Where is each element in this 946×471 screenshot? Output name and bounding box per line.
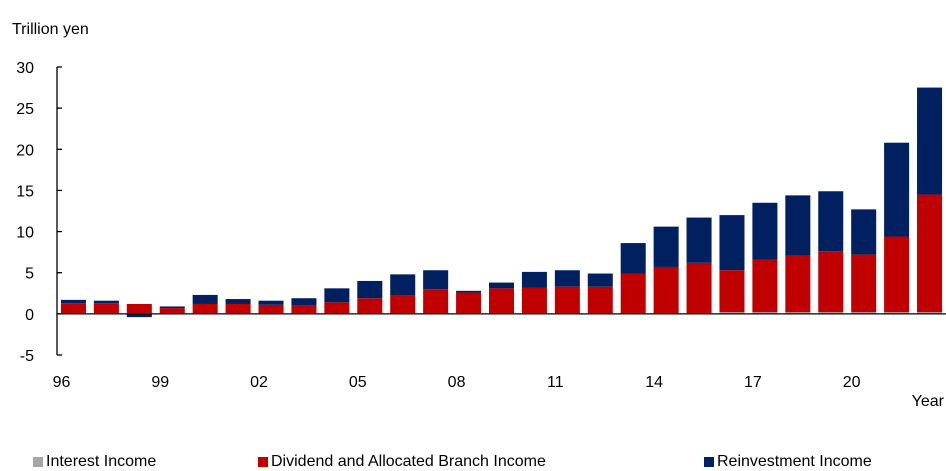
bar-interest-income-21 [884,312,910,314]
bar-dividend-and-allocated-branch-income-19 [818,251,844,313]
x-tick-label: 99 [151,374,169,391]
bar-dividend-and-allocated-branch-income-00 [192,303,218,314]
bar-dividend-and-allocated-branch-income-98 [126,303,152,314]
bar-reinvestment-income-99 [159,306,185,309]
bar-reinvestment-income-05 [357,280,383,299]
bar-interest-income-17 [752,312,778,314]
y-tick-label: 15 [16,183,34,200]
bar-dividend-and-allocated-branch-income-14 [653,266,679,314]
bar-dividend-and-allocated-branch-income-16 [719,270,745,313]
bar-dividend-and-allocated-branch-income-04 [324,302,350,314]
bar-dividend-and-allocated-branch-income-08 [456,292,482,314]
bar-dividend-and-allocated-branch-income-21 [884,236,910,313]
bar-reinvestment-income-16 [719,215,745,271]
legend-item-reinvestment-income: Reinvestment Income [704,452,872,471]
bar-dividend-and-allocated-branch-income-99 [159,308,185,314]
y-tick-label: 20 [16,142,34,159]
bar-reinvestment-income-22 [917,87,943,195]
x-tick-label: 14 [645,374,663,391]
x-tick-label: 17 [744,374,762,391]
x-tick-label: 08 [448,374,466,391]
x-tick-label: 96 [53,374,71,391]
legend-item-dividend-income: Dividend and Allocated Branch Income [258,452,546,471]
bar-reinvestment-income-01 [225,299,251,304]
legend-swatch-dividend-income [258,456,268,467]
bar-reinvestment-income-96 [60,299,86,304]
bar-dividend-and-allocated-branch-income-09 [488,288,515,314]
legend-item-interest-income: Interest Income [33,452,156,471]
bar-dividend-and-allocated-branch-income-13 [620,273,646,314]
bar-dividend-and-allocated-branch-income-17 [752,259,778,313]
bar-reinvestment-income-07 [423,270,449,290]
x-tick-label: 05 [349,374,367,391]
bar-reinvestment-income-97 [93,300,119,304]
bar-reinvestment-income-18 [785,195,811,256]
bar-reinvestment-income-12 [587,273,613,287]
bar-reinvestment-income-06 [390,274,416,296]
x-axis-title: Year [912,393,945,410]
legend: Interest Income Dividend and Allocated B… [0,452,946,471]
x-axis: 96 99 02 05 08 11 14 17 20 [53,313,946,391]
bar-dividend-and-allocated-branch-income-11 [554,286,580,314]
bar-reinvestment-income-17 [752,202,778,260]
bar-reinvestment-income-11 [554,270,580,287]
bar-dividend-and-allocated-branch-income-06 [390,295,416,314]
bar-interest-income-20 [851,312,877,314]
bar-reinvestment-income-98 [126,313,152,318]
bar-reinvestment-income-02 [258,300,284,305]
bar-dividend-and-allocated-branch-income-97 [93,303,119,314]
bar-reinvestment-income-08 [456,290,482,293]
bar-interest-income-19 [818,312,844,314]
legend-label: Dividend and Allocated Branch Income [271,453,546,470]
legend-swatch-interest-income [33,456,43,467]
y-axis: -5 0 5 10 15 20 25 30 [16,60,62,365]
bar-dividend-and-allocated-branch-income-12 [587,286,613,314]
bar-reinvestment-income-13 [620,243,646,274]
bar-reinvestment-income-10 [521,271,547,288]
bar-reinvestment-income-14 [653,226,679,267]
bar-dividend-and-allocated-branch-income-02 [258,304,284,314]
bar-interest-income-18 [785,312,811,314]
x-tick-label: 02 [250,374,268,391]
bar-reinvestment-income-21 [884,142,910,237]
bar-reinvestment-income-15 [686,217,712,263]
y-tick-label: 0 [25,307,34,324]
y-tick-label: 5 [25,266,34,283]
bar-interest-income-16 [719,312,745,314]
bar-dividend-and-allocated-branch-income-07 [423,289,449,314]
bar-dividend-and-allocated-branch-income-03 [291,305,317,314]
x-tick-label: 20 [843,374,861,391]
y-tick-label: 25 [16,101,34,118]
x-tick-label: 11 [547,374,564,391]
bar-interest-income-22 [917,312,943,314]
bar-dividend-and-allocated-branch-income-96 [60,303,86,314]
bar-dividend-and-allocated-branch-income-20 [851,254,877,313]
bar-reinvestment-income-20 [851,209,877,255]
bar-dividend-and-allocated-branch-income-10 [521,287,547,314]
bar-dividend-and-allocated-branch-income-15 [686,262,712,314]
bar-reinvestment-income-03 [291,298,317,306]
bars [60,87,943,318]
bar-reinvestment-income-19 [818,191,844,252]
bar-dividend-and-allocated-branch-income-01 [225,303,251,314]
bar-reinvestment-income-09 [488,282,515,289]
y-tick-label: 10 [16,225,34,242]
y-axis-title: Trillion yen [12,21,89,38]
y-tick-label: 30 [16,60,34,77]
legend-swatch-reinvestment-income [704,456,714,467]
bar-dividend-and-allocated-branch-income-05 [357,298,383,314]
bar-dividend-and-allocated-branch-income-18 [785,255,811,313]
legend-label: Reinvestment Income [717,453,872,470]
legend-label: Interest Income [46,453,157,470]
bar-dividend-and-allocated-branch-income-22 [917,194,943,313]
bar-reinvestment-income-04 [324,288,350,303]
y-tick-label: -5 [20,348,34,365]
bar-reinvestment-income-00 [192,294,218,304]
